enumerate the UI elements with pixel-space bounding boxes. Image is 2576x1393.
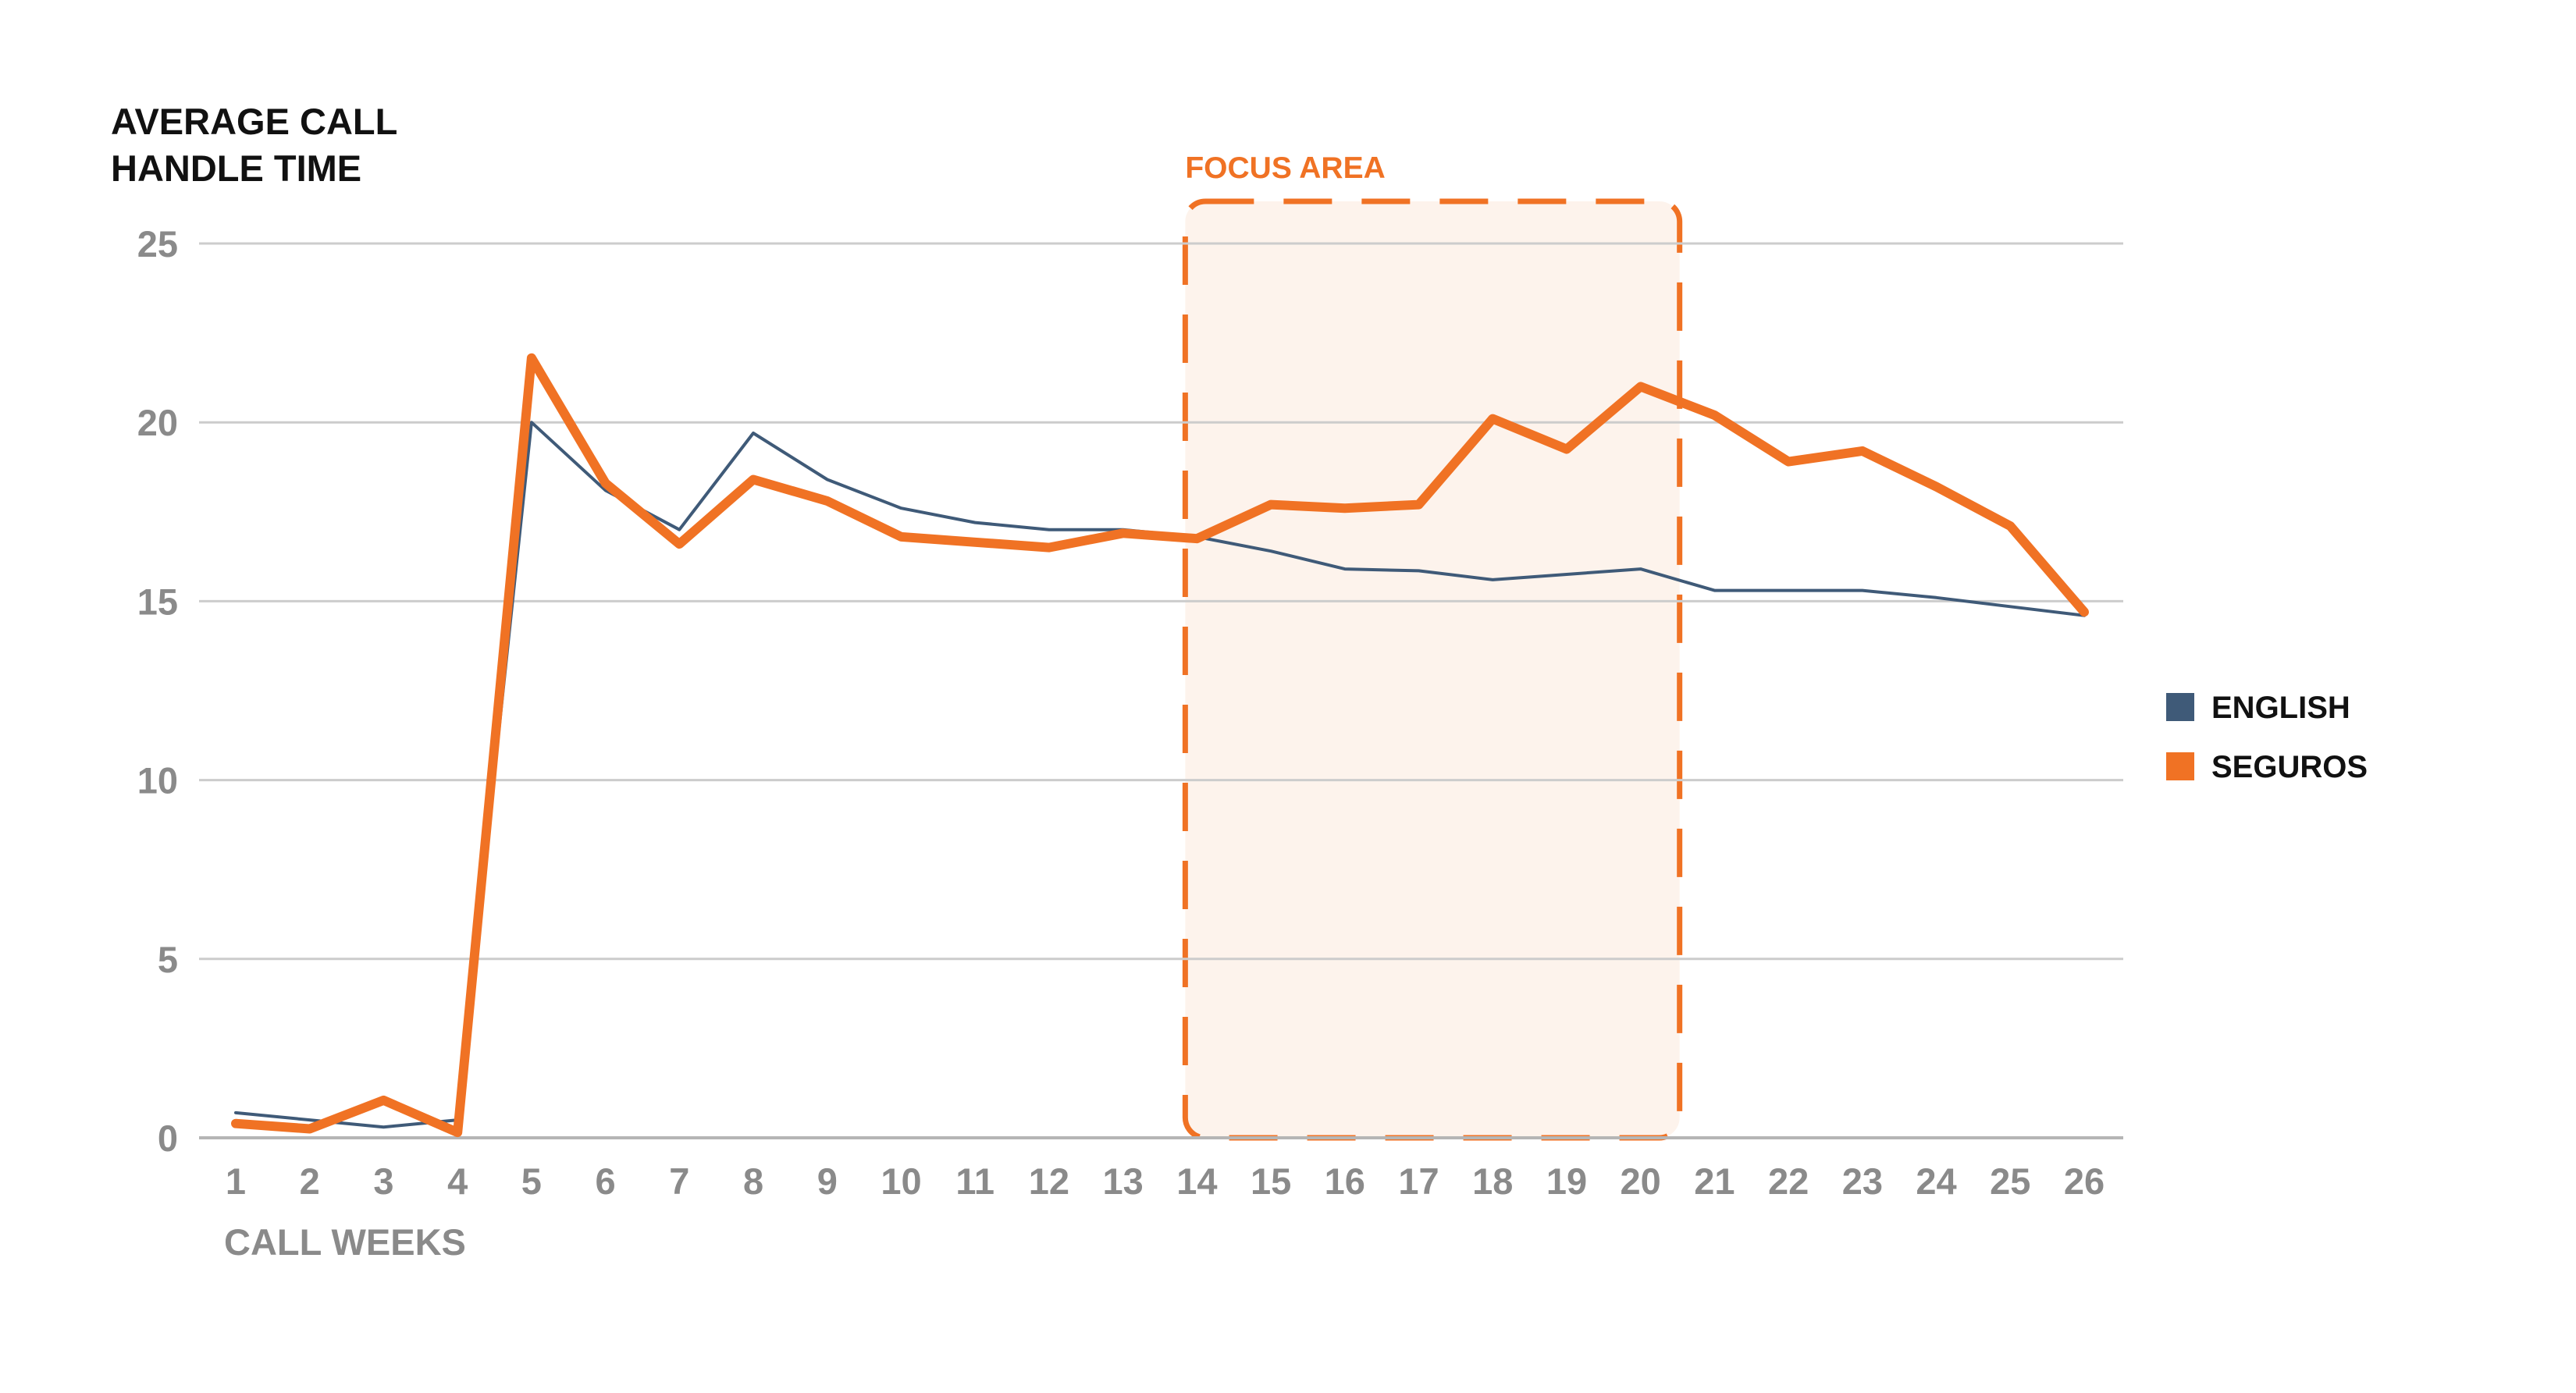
x-tick-label: 5 (521, 1160, 542, 1202)
x-tick-label: 13 (1102, 1160, 1143, 1202)
x-tick-label: 12 (1029, 1160, 1069, 1202)
y-tick-label: 5 (158, 939, 178, 980)
series-line-seguros (231, 353, 2089, 1138)
y-tick-label: 25 (137, 223, 178, 265)
x-tick-label: 16 (1325, 1160, 1365, 1202)
x-tick-label: 23 (1842, 1160, 1883, 1202)
y-tick-label: 15 (137, 581, 178, 622)
legend-swatch-english (2166, 693, 2194, 721)
x-tick-label: 2 (300, 1160, 320, 1202)
y-tick-label: 20 (137, 402, 178, 443)
x-tick-label: 17 (1398, 1160, 1439, 1202)
x-tick-label: 20 (1621, 1160, 1661, 1202)
y-axis-label: HANDLE TIME (111, 147, 361, 189)
y-axis-label: AVERAGE CALL (111, 101, 397, 142)
x-tick-label: 10 (881, 1160, 921, 1202)
x-axis-label: CALL WEEKS (224, 1221, 466, 1263)
axis-labels: AVERAGE CALL HANDLE TIME CALL WEEKS (111, 101, 466, 1263)
x-tick-label: 22 (1768, 1160, 1809, 1202)
x-tick-label: 24 (1916, 1160, 1956, 1202)
gridlines (199, 242, 2123, 1139)
legend: ENGLISH SEGUROS (2166, 691, 2368, 784)
x-tick-label: 8 (743, 1160, 763, 1202)
x-tick-label: 14 (1176, 1160, 1217, 1202)
x-tick-label: 7 (669, 1160, 689, 1202)
legend-label-english: ENGLISH (2211, 691, 2350, 725)
y-axis-ticks: 0 5 10 15 20 25 (137, 223, 178, 1159)
legend-label-seguros: SEGUROS (2211, 750, 2368, 784)
x-tick-label: 3 (373, 1160, 393, 1202)
x-tick-label: 11 (955, 1160, 994, 1202)
x-tick-label: 19 (1546, 1160, 1587, 1202)
x-tick-label: 6 (596, 1160, 616, 1202)
x-tick-label: 15 (1251, 1160, 1291, 1202)
focus-area-box (1182, 198, 1683, 1141)
x-tick-label: 18 (1472, 1160, 1513, 1202)
legend-swatch-seguros (2166, 752, 2194, 780)
x-tick-label: 1 (226, 1160, 246, 1202)
x-tick-label: 21 (1694, 1160, 1735, 1202)
x-tick-label: 25 (1990, 1160, 2030, 1202)
y-tick-label: 10 (137, 760, 178, 801)
x-tick-label: 9 (817, 1160, 838, 1202)
x-tick-label: 26 (2064, 1160, 2105, 1202)
focus-area-label: FOCUS AREA (1185, 151, 1385, 185)
y-tick-label: 0 (158, 1118, 178, 1159)
x-tick-label: 4 (447, 1160, 468, 1202)
series-lines (231, 353, 2089, 1138)
focus-area-layer: FOCUS AREA (1182, 151, 1683, 1141)
x-axis-ticks: 1 2 3 4 5 6 7 8 9 10 11 12 13 14 15 16 17 18 19 20 21 22 23 24 2… (226, 1160, 2105, 1202)
